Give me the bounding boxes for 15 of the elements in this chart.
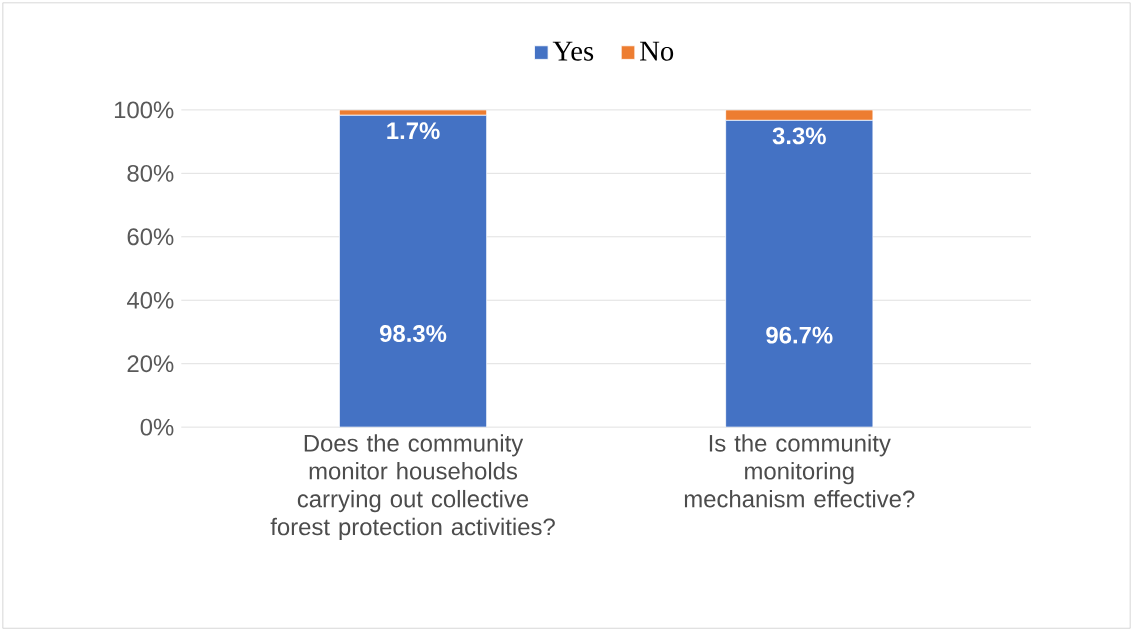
y-tick-label: 20% (127, 355, 174, 373)
data-label: 96.7% (766, 326, 833, 344)
bar (338, 114, 488, 428)
x-tick-label: Does the community monitor households carrying out collective forest protection activities? (270, 434, 555, 541)
legend-label: Yes (552, 41, 594, 61)
legend-label: No (640, 41, 674, 61)
data-label: 98.3% (380, 325, 447, 343)
y-tick-label: 80% (127, 164, 174, 182)
y-tick-label: 0% (140, 418, 174, 436)
data-label: 3.3% (772, 127, 826, 145)
y-tick-label: 40% (126, 291, 174, 309)
y-tick-label: 60% (127, 228, 174, 246)
x-tick-label: Is the community monitoring mechanism effective? (684, 434, 915, 508)
data-label: 1.7% (387, 122, 440, 140)
y-tick-label: 100% (114, 101, 174, 119)
